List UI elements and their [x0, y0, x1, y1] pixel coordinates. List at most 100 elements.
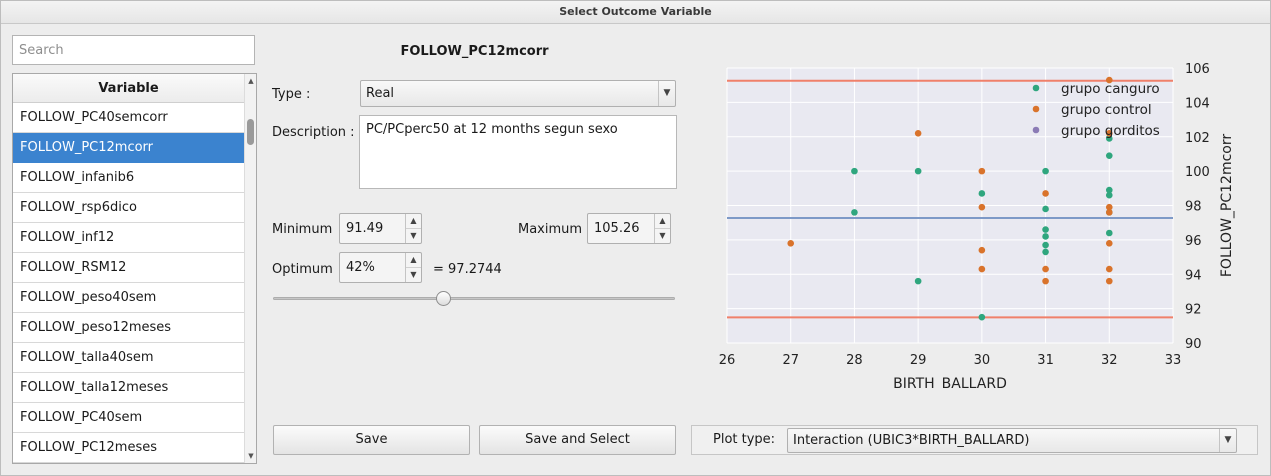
y-tick-label: 96 — [1185, 234, 1202, 249]
variable-list-item[interactable]: FOLLOW_talla40sem — [13, 343, 244, 373]
variable-list-header[interactable]: Variable — [13, 74, 244, 103]
minimum-stepper[interactable]: ▲ ▼ — [405, 214, 421, 243]
variable-list-item[interactable]: FOLLOW_infanib6 — [13, 163, 244, 193]
maximum-label: Maximum — [518, 222, 583, 237]
scroll-down-arrow-icon[interactable]: ▼ — [248, 452, 254, 460]
variable-list-item-selected[interactable]: FOLLOW_PC12mcorr — [13, 133, 244, 163]
y-tick-label: 104 — [1185, 96, 1210, 111]
y-axis-label: FOLLOW_PC12mcorr — [1219, 134, 1235, 277]
chevron-down-icon[interactable]: ▼ — [1219, 429, 1236, 452]
data-point — [1105, 265, 1113, 273]
variable-list-item[interactable]: FOLLOW_inf12 — [13, 223, 244, 253]
legend-marker — [1032, 84, 1040, 92]
data-point — [978, 313, 986, 321]
data-point — [914, 167, 922, 175]
variable-list-item[interactable]: FOLLOW_PC40semcorr — [13, 103, 244, 133]
data-point — [978, 203, 986, 211]
data-point — [1042, 190, 1049, 197]
data-point — [1105, 191, 1113, 199]
chevron-down-icon[interactable]: ▼ — [658, 81, 675, 106]
variable-list-scrollbar[interactable]: ▲ ▼ — [244, 74, 256, 463]
spin-down-icon[interactable]: ▼ — [410, 269, 417, 279]
data-point — [1042, 167, 1049, 175]
data-point — [978, 246, 986, 254]
data-point — [851, 209, 858, 216]
spin-down-icon[interactable]: ▼ — [659, 230, 666, 240]
minimum-spinbox[interactable]: 91.49 ▲ ▼ — [339, 213, 422, 244]
variable-list-item[interactable]: FOLLOW_peso12meses — [13, 313, 244, 343]
type-select-value: Real — [366, 86, 395, 101]
x-tick-label: 29 — [910, 353, 927, 368]
window-title: Select Outcome Variable — [559, 5, 712, 18]
y-tick-label: 94 — [1185, 268, 1202, 283]
variable-list-item[interactable]: FOLLOW_RSM12 — [13, 253, 244, 283]
optimum-value: 42% — [346, 260, 375, 275]
x-tick-label: 31 — [1037, 353, 1054, 368]
y-tick-label: 92 — [1185, 303, 1202, 318]
y-tick-label: 90 — [1185, 337, 1202, 352]
search-input[interactable] — [12, 35, 255, 65]
plot-type-value: Interaction (UBIC3*BIRTH_BALLARD) — [793, 433, 1030, 448]
variable-list-item[interactable]: FOLLOW_PC40sem — [13, 403, 244, 433]
optimum-spinbox[interactable]: 42% ▲ ▼ — [339, 252, 422, 283]
data-point — [1105, 229, 1113, 237]
legend-label: grupo gorditos — [1061, 123, 1160, 139]
spin-down-icon[interactable]: ▼ — [410, 230, 417, 240]
optimum-slider-handle[interactable] — [435, 291, 451, 306]
spin-up-icon[interactable]: ▲ — [406, 253, 421, 268]
optimum-result: = 97.2744 — [433, 262, 502, 277]
data-point — [787, 240, 795, 247]
maximum-stepper[interactable]: ▲ ▼ — [654, 214, 670, 243]
maximum-value: 105.26 — [594, 221, 640, 236]
legend-marker — [1032, 126, 1040, 134]
data-point — [1042, 277, 1049, 285]
y-tick-label: 100 — [1185, 165, 1210, 180]
data-point — [1042, 248, 1049, 256]
optimum-stepper[interactable]: ▲ ▼ — [405, 253, 421, 282]
scroll-up-arrow-icon[interactable]: ▲ — [248, 77, 254, 85]
variable-list-item[interactable]: FOLLOW_rsp6dico — [13, 193, 244, 223]
spin-up-icon[interactable]: ▲ — [655, 214, 670, 229]
data-point — [1105, 240, 1113, 247]
data-point — [1042, 265, 1049, 273]
data-point — [978, 265, 986, 273]
optimum-label: Optimum — [272, 262, 333, 277]
save-and-select-button[interactable]: Save and Select — [479, 425, 676, 455]
description-field[interactable]: PC/PCperc50 at 12 months segun sexo — [359, 115, 677, 189]
data-point — [1105, 186, 1113, 194]
window-title-bar: Select Outcome Variable — [0, 0, 1271, 24]
legend-label: grupo control — [1061, 102, 1152, 118]
y-tick-label: 106 — [1185, 62, 1210, 77]
y-tick-label: 98 — [1185, 200, 1202, 215]
y-tick-label: 102 — [1185, 131, 1210, 146]
data-point — [1105, 76, 1113, 84]
variable-list-item[interactable]: FOLLOW_talla12meses — [13, 373, 244, 403]
data-point — [1042, 226, 1049, 233]
variable-list-item[interactable]: FOLLOW_peso40sem — [13, 283, 244, 313]
x-tick-label: 27 — [782, 353, 799, 368]
maximum-spinbox[interactable]: 105.26 ▲ ▼ — [587, 213, 671, 244]
legend-label: grupo canguro — [1061, 81, 1160, 97]
data-point — [978, 190, 986, 197]
x-tick-label: 33 — [1165, 353, 1182, 368]
spin-up-icon[interactable]: ▲ — [406, 214, 421, 229]
data-point — [1105, 130, 1113, 137]
data-point — [1105, 152, 1113, 159]
data-point — [1042, 241, 1049, 249]
data-point — [1105, 135, 1113, 142]
optimum-slider-track[interactable] — [273, 297, 675, 300]
plot-type-label: Plot type: — [713, 432, 776, 447]
variable-list-item[interactable]: FOLLOW_PC12meses — [13, 433, 244, 463]
data-point — [1042, 233, 1049, 240]
plot-type-select[interactable]: Interaction (UBIC3*BIRTH_BALLARD) ▼ — [787, 428, 1237, 453]
type-label: Type : — [272, 87, 311, 102]
data-point — [851, 167, 858, 175]
type-select[interactable]: Real ▼ — [360, 80, 676, 107]
scrollbar-thumb[interactable] — [247, 119, 254, 145]
variable-list[interactable]: Variable FOLLOW_PC40semcorr FOLLOW_PC12m… — [12, 73, 257, 464]
description-label: Description : — [272, 125, 355, 140]
minimum-value: 91.49 — [346, 221, 384, 236]
save-button[interactable]: Save — [273, 425, 470, 455]
data-point — [978, 167, 986, 175]
